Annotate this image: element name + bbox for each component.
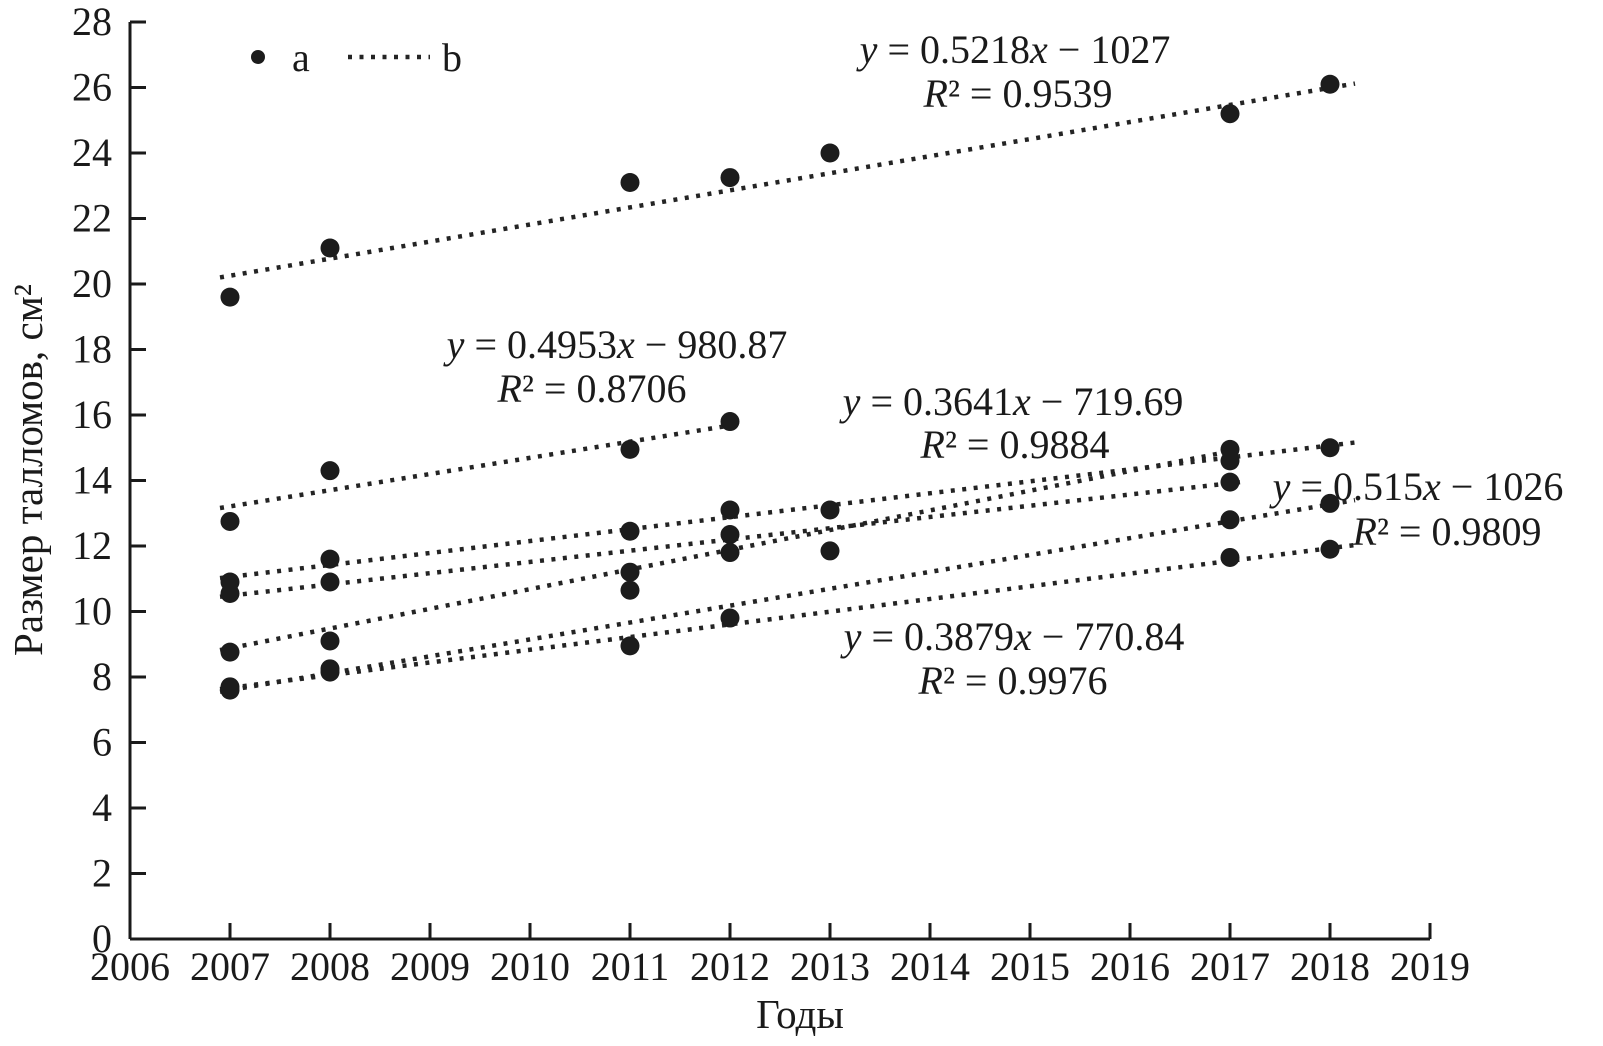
series-3-data-point xyxy=(1320,438,1340,458)
y-tick-label: 0 xyxy=(92,916,112,961)
series-3-data-point xyxy=(720,500,740,520)
series-2-r2-label: R² = 0.8706 xyxy=(497,366,687,411)
series-6-data-point xyxy=(1320,493,1340,513)
x-tick-label: 2012 xyxy=(690,944,770,989)
series-5-data-point xyxy=(320,631,340,651)
series-2-data-point xyxy=(620,439,640,459)
series xyxy=(219,74,1356,700)
x-tick-label: 2014 xyxy=(890,944,970,989)
series-1-top-data-point xyxy=(820,143,840,163)
x-tick-label: 2009 xyxy=(390,944,470,989)
series-6-equation-label: y = 0.515x − 1026 xyxy=(1269,464,1564,509)
series-4-data-point xyxy=(720,525,740,545)
series-1-top-trend-line xyxy=(219,81,1356,280)
series-1-top-equation-label: y = 0.5218x − 1027 xyxy=(856,27,1171,72)
series-7-data-point xyxy=(220,677,240,697)
series-4-data-point xyxy=(220,583,240,603)
series-7-r2-label: R² = 0.9976 xyxy=(918,658,1108,703)
y-tick-label: 6 xyxy=(92,720,112,765)
x-tick-label: 2007 xyxy=(190,944,270,989)
series-1-top-data-point xyxy=(320,238,340,258)
series-3-data-point xyxy=(620,521,640,541)
axes: 2006 2007 2008 2009 2010 2011 2012 2013 2014 2015… xyxy=(72,0,1470,989)
series-1-top-data-point xyxy=(720,168,740,188)
x-tick-label: 2015 xyxy=(990,944,1070,989)
y-tick-label: 24 xyxy=(72,130,112,175)
x-tick-label: 2006 xyxy=(90,944,170,989)
x-tick-label: 2008 xyxy=(290,944,370,989)
y-tick-label: 12 xyxy=(72,523,112,568)
series-6-data-point xyxy=(1220,510,1240,530)
x-tick-label: 2013 xyxy=(790,944,870,989)
x-axis-title: Годы xyxy=(756,991,844,1037)
x-tick-label: 2016 xyxy=(1090,944,1170,989)
series-6-trend-line xyxy=(219,497,1356,694)
y-tick-label: 20 xyxy=(72,261,112,306)
series-3-trend-line xyxy=(219,440,1356,581)
series-1-top-data-point xyxy=(1320,74,1340,94)
series-2-data-point xyxy=(320,461,340,481)
y-tick-label: 14 xyxy=(72,458,112,503)
y-tick-label: 26 xyxy=(72,65,112,110)
x-tick-label: 2018 xyxy=(1290,944,1370,989)
series-3-equation-label: y = 0.3641x − 719.69 xyxy=(839,379,1184,424)
y-tick-label: 8 xyxy=(92,654,112,699)
series-1-top-data-point xyxy=(220,287,240,307)
series-3-r2-label: R² = 0.9884 xyxy=(920,422,1110,467)
series-6-r2-label: R² = 0.9809 xyxy=(1352,509,1542,554)
series-7-data-point xyxy=(1320,539,1340,559)
series-2-equation-label: y = 0.4953x − 980.87 xyxy=(443,322,788,367)
series-2-data-point xyxy=(220,511,240,531)
series-1-top-r2-label: R² = 0.9539 xyxy=(923,71,1113,116)
y-tick-label: 2 xyxy=(92,851,112,896)
y-tick-label: 4 xyxy=(92,785,112,830)
y-tick-label: 18 xyxy=(72,327,112,372)
y-tick-label: 22 xyxy=(72,196,112,241)
series-7-data-point xyxy=(720,608,740,628)
series-2-trend-line xyxy=(219,421,741,511)
x-tick-label: 2010 xyxy=(490,944,570,989)
series-5-data-point xyxy=(220,642,240,662)
series-4-data-point xyxy=(820,541,840,561)
x-tick-label: 2017 xyxy=(1190,944,1270,989)
series-4-data-point xyxy=(1220,472,1240,492)
series-3-data-point xyxy=(320,549,340,569)
legend-label-b: b xyxy=(442,35,462,80)
y-tick-label: 16 xyxy=(72,392,112,437)
series-7-data-point xyxy=(620,636,640,656)
series-1-top-data-point xyxy=(1220,104,1240,124)
x-tick-label: 2019 xyxy=(1390,944,1470,989)
series-7-equation-label: y = 0.3879x − 770.84 xyxy=(840,614,1185,659)
legend-dot-icon xyxy=(251,50,265,64)
legend: a b xyxy=(251,35,462,80)
legend-label-a: a xyxy=(292,35,310,80)
series-4-data-point xyxy=(620,562,640,582)
series-5-data-point xyxy=(620,580,640,600)
series-5-data-point xyxy=(720,543,740,563)
x-tick-label: 2011 xyxy=(591,944,670,989)
series-7-data-point xyxy=(1220,547,1240,567)
series-4-data-point xyxy=(320,572,340,592)
series-5-data-point xyxy=(1220,439,1240,459)
y-tick-label: 28 xyxy=(72,0,112,44)
series-7-data-point xyxy=(320,659,340,679)
y-tick-label: 10 xyxy=(72,589,112,634)
series-2-data-point xyxy=(720,412,740,432)
y-axis-title: Размер талломов, см² xyxy=(5,284,51,656)
series-3-data-point xyxy=(820,500,840,520)
series-1-top-data-point xyxy=(620,172,640,192)
